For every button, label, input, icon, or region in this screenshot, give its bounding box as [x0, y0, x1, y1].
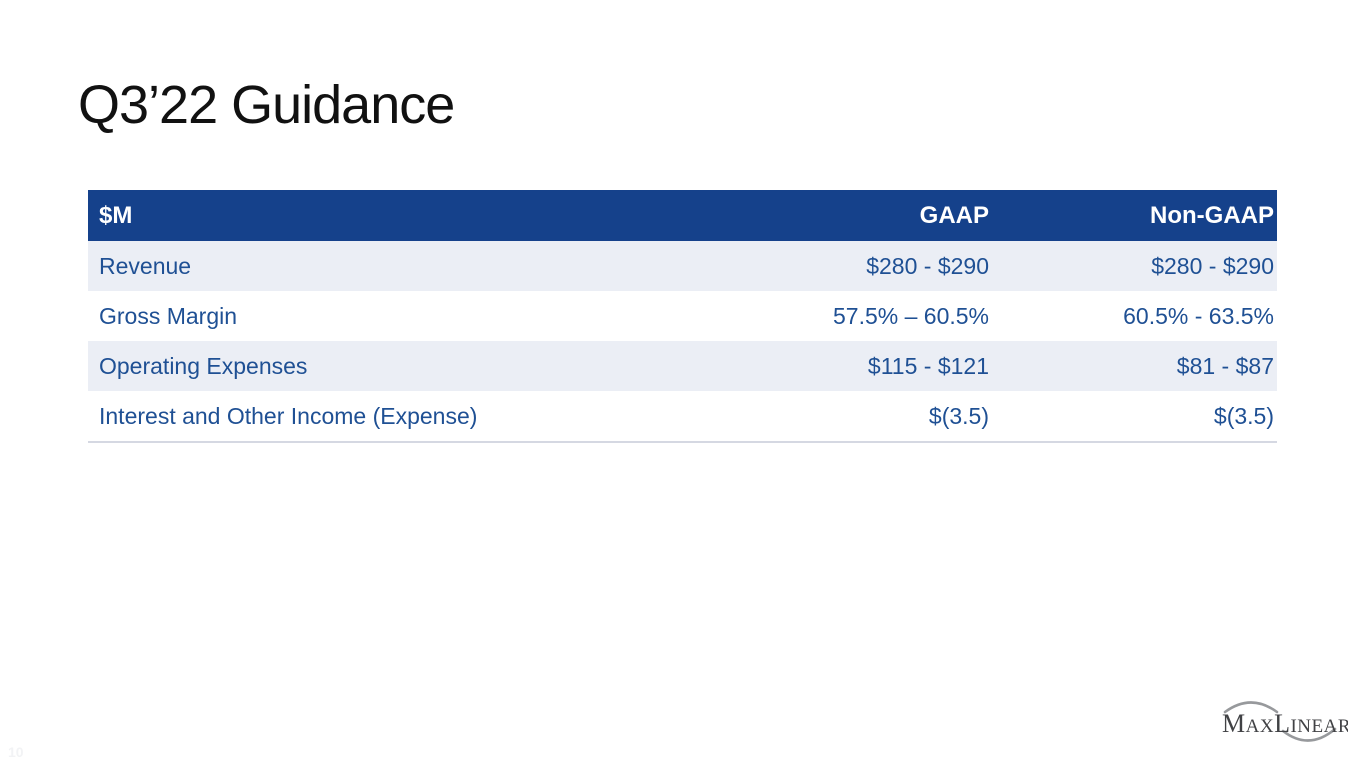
row-label: Operating Expenses — [99, 353, 308, 379]
logo-letter-m: M — [1222, 709, 1246, 738]
logo-top-arc-icon — [1223, 701, 1279, 714]
logo-bottom-arc-icon — [1281, 727, 1337, 742]
logo-wordmark: MAXLINEAR — [1222, 709, 1348, 738]
logo-letter-l: L — [1274, 709, 1290, 738]
table-row-gross-margin: Gross Margin 57.5% – 60.5% 60.5% - 63.5% — [88, 291, 1277, 341]
maxlinear-logo: MAXLINEAR — [1222, 701, 1348, 742]
row-gaap-value: $280 - $290 — [866, 253, 989, 279]
row-non-gaap-value: $81 - $87 — [1176, 353, 1274, 379]
row-label: Interest and Other Income (Expense) — [99, 403, 478, 429]
guidance-table: $M GAAP Non-GAAP Revenue $280 - $290 $28… — [88, 190, 1277, 443]
row-gaap-value: 57.5% – 60.5% — [832, 303, 989, 329]
header-cell-metric: $M — [99, 202, 133, 229]
row-non-gaap-value: $280 - $290 — [1151, 253, 1274, 279]
logo-letters-inear: INEAR — [1290, 716, 1348, 737]
table-row-interest-other-income: Interest and Other Income (Expense) $(3.… — [88, 391, 1277, 441]
slide-title: Q3’22 Guidance — [78, 75, 455, 136]
header-cell-gaap: GAAP — [919, 202, 989, 229]
logo-letters-ax: AX — [1246, 716, 1274, 737]
row-label: Revenue — [99, 253, 192, 279]
header-cell-non-gaap: Non-GAAP — [1150, 202, 1274, 229]
row-non-gaap-value: $(3.5) — [1213, 403, 1274, 429]
table-bottom-border — [88, 441, 1277, 443]
row-gaap-value: $115 - $121 — [867, 353, 989, 379]
page-number: 10 — [8, 744, 24, 760]
row-label: Gross Margin — [99, 303, 238, 329]
table-row-operating-expenses: Operating Expenses $115 - $121 $81 - $87 — [88, 341, 1277, 391]
table-header-row: $M GAAP Non-GAAP — [88, 190, 1277, 241]
table-row-revenue: Revenue $280 - $290 $280 - $290 — [88, 241, 1277, 291]
row-non-gaap-value: 60.5% - 63.5% — [1123, 303, 1274, 329]
row-gaap-value: $(3.5) — [928, 403, 989, 429]
